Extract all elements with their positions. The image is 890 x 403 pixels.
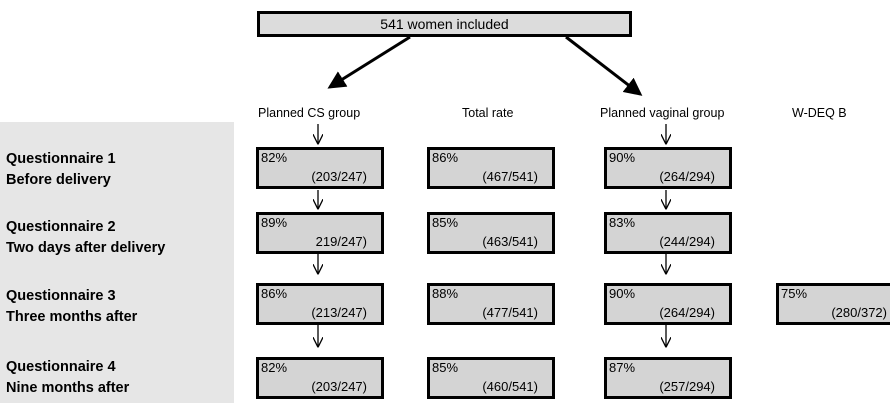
women-included-box: 541 women included — [257, 11, 632, 37]
cell-fraction: (264/294) — [659, 305, 715, 320]
cell-total-q1: 86% (467/541) — [427, 147, 555, 189]
cell-fraction: (203/247) — [311, 169, 367, 184]
arrow-to-vaginal-group — [565, 35, 643, 96]
cell-vaginal-q3: 90% (264/294) — [604, 283, 732, 325]
cell-fraction: (463/541) — [482, 234, 538, 249]
row-subtitle: Before delivery — [6, 172, 111, 188]
cell-fraction: (477/541) — [482, 305, 538, 320]
row-title: Questionnaire 4 — [6, 359, 116, 375]
row-title: Questionnaire 3 — [6, 288, 116, 304]
cell-percent: 90% — [609, 150, 636, 165]
row-label-panel — [0, 122, 234, 403]
header-total-rate: Total rate — [462, 106, 514, 120]
cell-percent: 85% — [432, 215, 459, 230]
women-included-label: 541 women included — [380, 16, 509, 32]
cell-percent: 82% — [261, 360, 288, 375]
cell-percent: 88% — [432, 286, 459, 301]
cell-percent: 86% — [432, 150, 459, 165]
cell-vaginal-q1: 90% (264/294) — [604, 147, 732, 189]
cell-vaginal-q4: 87% (257/294) — [604, 357, 732, 399]
cell-fraction: (264/294) — [659, 169, 715, 184]
cell-percent: 85% — [432, 360, 459, 375]
cell-cs-q4: 82% (203/247) — [256, 357, 384, 399]
header-planned-cs: Planned CS group — [258, 106, 361, 120]
header-planned-vaginal: Planned vaginal group — [600, 106, 725, 120]
cell-percent: 83% — [609, 215, 636, 230]
cell-percent: 86% — [261, 286, 288, 301]
row-title: Questionnaire 1 — [6, 151, 116, 167]
row-label-q3: Questionnaire 3 Three months after — [6, 286, 137, 328]
cell-fraction: (203/247) — [311, 379, 367, 394]
row-label-q4: Questionnaire 4 Nine months after — [6, 357, 129, 399]
row-subtitle: Three months after — [6, 309, 138, 325]
cell-fraction: (244/294) — [659, 234, 715, 249]
cell-wdeq-q3: 75% (280/372) — [776, 283, 890, 325]
row-label-q2: Questionnaire 2 Two days after delivery — [6, 217, 165, 259]
cell-percent: 82% — [261, 150, 288, 165]
cell-fraction: (257/294) — [659, 379, 715, 394]
row-title: Questionnaire 2 — [6, 219, 116, 235]
cell-percent: 87% — [609, 360, 636, 375]
cell-percent: 90% — [609, 286, 636, 301]
cell-fraction: (460/541) — [482, 379, 538, 394]
cell-percent: 89% — [261, 215, 288, 230]
row-label-q1: Questionnaire 1 Before delivery — [6, 149, 116, 191]
cell-fraction: (280/372) — [831, 305, 887, 320]
cell-percent: 75% — [781, 286, 808, 301]
cell-total-q2: 85% (463/541) — [427, 212, 555, 254]
cell-cs-q2: 89% 219/247) — [256, 212, 384, 254]
cell-fraction: (467/541) — [482, 169, 538, 184]
cell-total-q3: 88% (477/541) — [427, 283, 555, 325]
cell-vaginal-q2: 83% (244/294) — [604, 212, 732, 254]
cell-cs-q3: 86% (213/247) — [256, 283, 384, 325]
row-subtitle: Nine months after — [6, 380, 130, 396]
header-wdeq-b: W-DEQ B — [792, 106, 847, 120]
cell-fraction: 219/247) — [315, 234, 367, 249]
cell-cs-q1: 82% (203/247) — [256, 147, 384, 189]
cell-fraction: (213/247) — [311, 305, 367, 320]
arrow-to-cs-group — [327, 35, 411, 89]
cell-total-q4: 85% (460/541) — [427, 357, 555, 399]
row-subtitle: Two days after delivery — [6, 240, 166, 256]
